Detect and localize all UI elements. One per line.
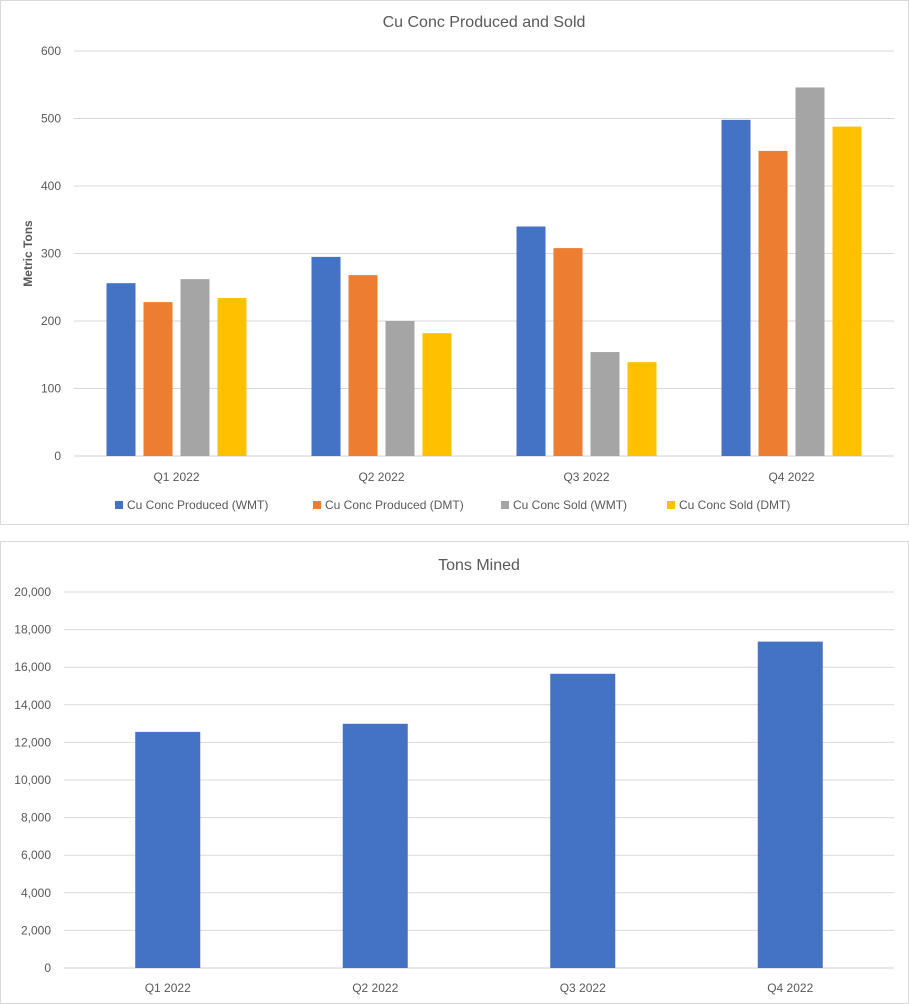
bar-cu-conc-sold-wmt-q2-2022 [385, 321, 415, 456]
legend-swatch [667, 501, 675, 509]
bar-cu-conc-produced-dmt-q4-2022 [758, 150, 788, 456]
bar-tons-mined-q4-2022 [757, 641, 823, 968]
y-tick-label: 10,000 [14, 773, 51, 787]
legend-swatch [313, 501, 321, 509]
y-tick-label: 200 [41, 314, 61, 328]
chart-title: Tons Mined [438, 557, 520, 574]
y-tick-label: 12,000 [14, 735, 51, 749]
bar-cu-conc-produced-dmt-q2-2022 [348, 275, 378, 456]
bar-cu-conc-sold-wmt-q4-2022 [795, 87, 825, 456]
bar-cu-conc-sold-dmt-q1-2022 [217, 298, 247, 456]
legend-swatch [501, 501, 509, 509]
y-tick-label: 14,000 [14, 698, 51, 712]
y-tick-label: 500 [41, 112, 61, 126]
bar-tons-mined-q1-2022 [135, 731, 201, 968]
bar-cu-conc-produced-wmt-q2-2022 [311, 256, 341, 456]
bar-cu-conc-produced-dmt-q1-2022 [143, 302, 173, 456]
legend-swatch [115, 501, 123, 509]
y-tick-label: 16,000 [14, 660, 51, 674]
y-tick-label: 20,000 [14, 585, 51, 599]
y-tick-label: 2,000 [21, 923, 51, 937]
y-axis-label: Metric Tons [21, 220, 35, 287]
legend-label: Cu Conc Sold (DMT) [679, 498, 790, 512]
x-tick-label: Q2 2022 [358, 470, 404, 484]
y-tick-label: 300 [41, 247, 61, 261]
legend-label: Cu Conc Produced (DMT) [325, 498, 464, 512]
x-tick-label: Q3 2022 [560, 981, 606, 995]
legend-label: Cu Conc Produced (WMT) [127, 498, 268, 512]
bar-tons-mined-q3-2022 [550, 673, 616, 968]
tons-mined-chart-panel: Tons Mined 0 2,000 4,000 6,000 8,000 10,000 12,… [0, 541, 909, 1004]
x-tick-label: Q1 2022 [145, 981, 191, 995]
x-tick-label: Q4 2022 [768, 470, 814, 484]
bar-cu-conc-sold-dmt-q3-2022 [627, 362, 657, 456]
y-tick-label: 0 [44, 961, 51, 975]
x-tick-label: Q4 2022 [767, 981, 813, 995]
chart-title: Cu Conc Produced and Sold [383, 14, 586, 31]
y-tick-label: 0 [54, 449, 61, 463]
y-tick-label: 600 [41, 44, 61, 58]
legend-label: Cu Conc Sold (WMT) [513, 498, 627, 512]
y-tick-label: 6,000 [21, 848, 51, 862]
x-tick-label: Q3 2022 [563, 470, 609, 484]
bar-cu-conc-produced-dmt-q3-2022 [553, 248, 583, 456]
y-tick-label: 18,000 [14, 623, 51, 637]
cu-conc-chart: Cu Conc Produced and Sold 0 100 200 300 400 50… [21, 14, 894, 512]
bar-cu-conc-sold-dmt-q4-2022 [832, 126, 862, 456]
tons-mined-chart: Tons Mined 0 2,000 4,000 6,000 8,000 10,000 12,… [14, 557, 894, 995]
bar-cu-conc-produced-wmt-q3-2022 [516, 226, 546, 456]
bar-cu-conc-sold-wmt-q1-2022 [180, 279, 210, 456]
y-tick-label: 4,000 [21, 886, 51, 900]
x-tick-label: Q2 2022 [352, 981, 398, 995]
bar-cu-conc-sold-wmt-q3-2022 [590, 352, 620, 456]
bar-cu-conc-produced-wmt-q4-2022 [721, 119, 751, 456]
y-tick-label: 100 [41, 382, 61, 396]
x-tick-label: Q1 2022 [153, 470, 199, 484]
cu-conc-chart-panel: Cu Conc Produced and Sold 0 100 200 300 400 50… [0, 0, 909, 525]
y-tick-label: 8,000 [21, 811, 51, 825]
bar-tons-mined-q2-2022 [342, 723, 408, 968]
y-tick-label: 400 [41, 179, 61, 193]
bar-cu-conc-produced-wmt-q1-2022 [106, 283, 136, 456]
bar-cu-conc-sold-dmt-q2-2022 [422, 333, 452, 456]
